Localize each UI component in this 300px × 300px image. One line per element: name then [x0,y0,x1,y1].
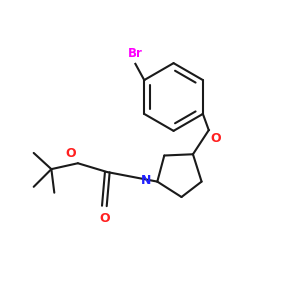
Text: O: O [99,212,110,225]
Text: Br: Br [128,47,143,60]
Text: O: O [65,147,76,160]
Text: N: N [140,174,151,187]
Text: O: O [210,133,221,146]
